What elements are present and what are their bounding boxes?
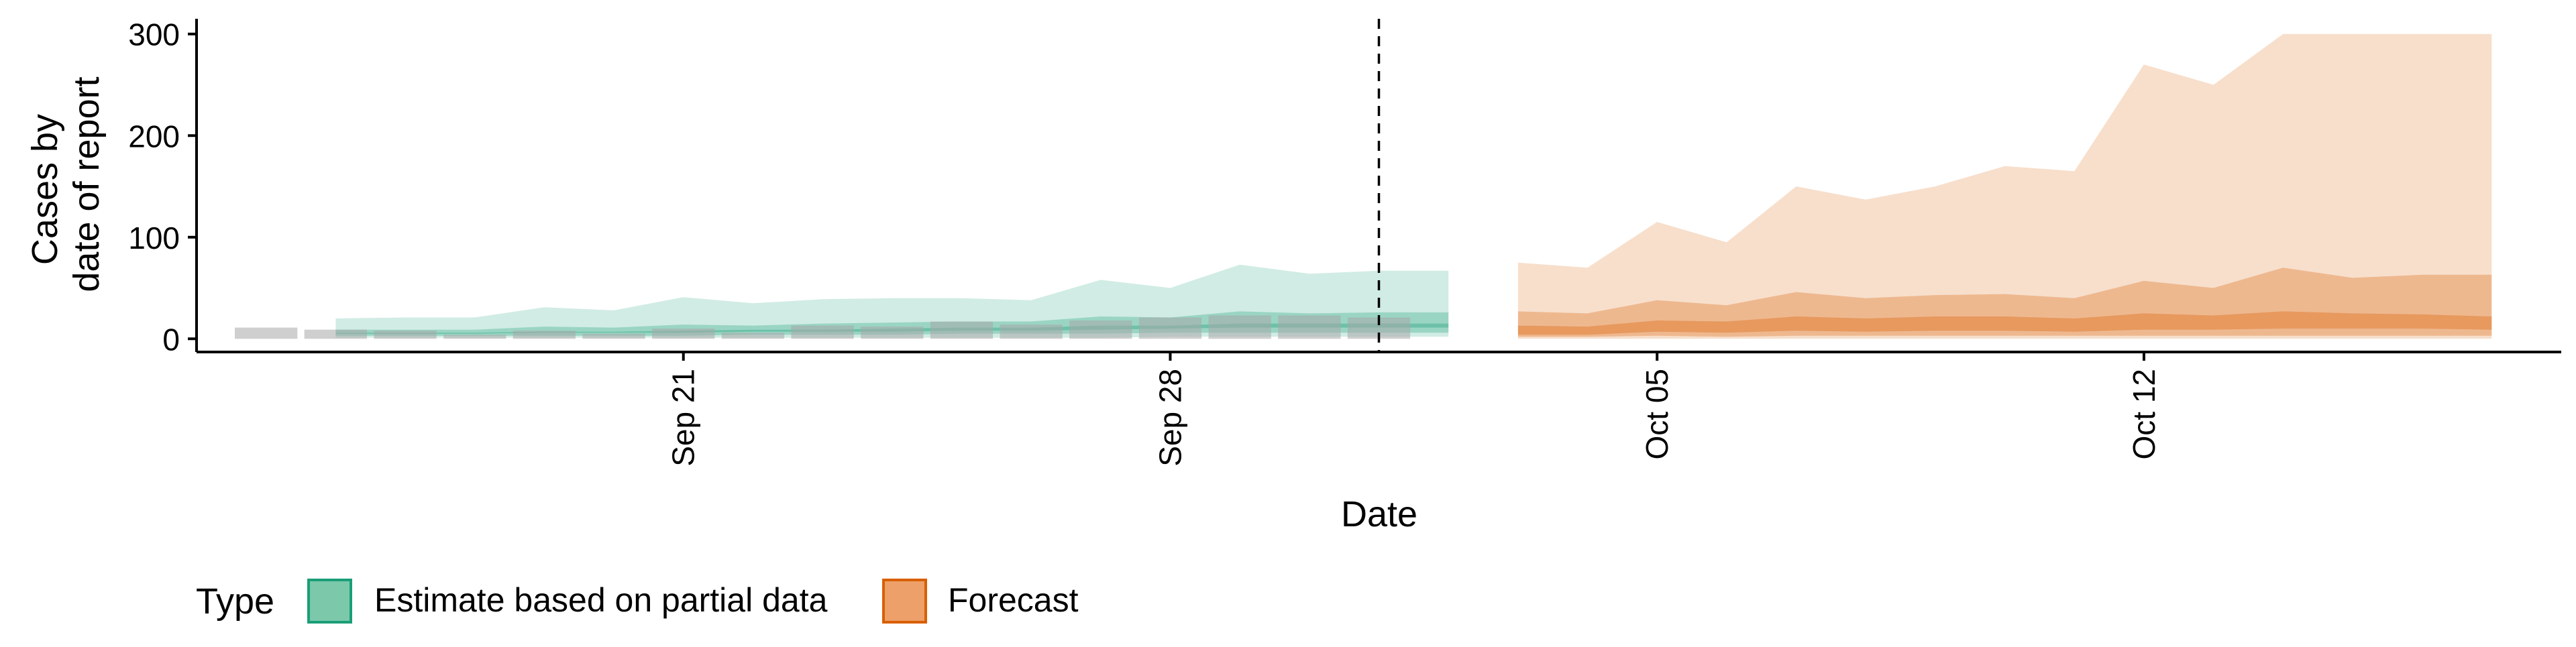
legend-label-estimate: Estimate based on partial data bbox=[374, 581, 828, 619]
observed-case-bar bbox=[1069, 320, 1132, 339]
observed-case-bar bbox=[304, 329, 367, 339]
y-tick-label: 300 bbox=[128, 17, 180, 52]
observed-case-bar bbox=[235, 327, 298, 339]
legend-title: Type bbox=[196, 581, 274, 622]
observed-case-bar bbox=[582, 333, 645, 339]
legend: Type Estimate based on partial data Fore… bbox=[196, 579, 1079, 624]
legend-key-estimate bbox=[307, 579, 352, 624]
y-tick-label: 100 bbox=[128, 221, 180, 255]
y-axis-title-line-1: Cases by bbox=[25, 114, 65, 265]
observed-case-bar bbox=[1208, 315, 1271, 339]
x-tick-label: Oct 12 bbox=[2127, 369, 2161, 460]
legend-label-forecast: Forecast bbox=[948, 581, 1079, 619]
observed-case-bar bbox=[861, 327, 924, 339]
y-axis-title-line-2: date of report bbox=[66, 76, 107, 292]
x-axis-title: Date bbox=[1341, 494, 1417, 534]
y-tick-label: 200 bbox=[128, 119, 180, 154]
plot-bands bbox=[335, 34, 2492, 339]
y-tick-label: 0 bbox=[162, 322, 180, 357]
forecast-inner-interval-band bbox=[1517, 311, 2492, 335]
observed-case-bar bbox=[443, 335, 506, 339]
observed-case-bar bbox=[930, 321, 994, 339]
x-tick-label: Oct 05 bbox=[1640, 369, 1674, 460]
forecast-outer-interval-band bbox=[1517, 34, 2492, 339]
x-tick-label: Sep 28 bbox=[1153, 369, 1188, 467]
y-axis-title: Cases by date of report bbox=[25, 76, 107, 292]
observed-case-bar bbox=[1138, 317, 1202, 339]
observed-case-bar bbox=[1278, 315, 1341, 339]
observed-case-bar bbox=[1000, 325, 1063, 339]
legend-key-forecast bbox=[882, 579, 927, 624]
y-axis-ticks: 0 100 200 300 bbox=[128, 17, 197, 357]
observed-case-bar bbox=[791, 325, 854, 339]
observed-case-bar bbox=[374, 331, 437, 339]
x-axis-ticks: Sep 21 Sep 28 Oct 05 Oct 12 bbox=[666, 352, 2161, 467]
observed-case-bar bbox=[513, 331, 576, 339]
observed-case-bar bbox=[721, 333, 785, 339]
observed-cases-layer bbox=[235, 315, 1411, 339]
observed-case-bar bbox=[652, 329, 715, 339]
forecast-middle-interval-band bbox=[1517, 268, 2492, 337]
x-tick-label: Sep 21 bbox=[666, 369, 701, 467]
